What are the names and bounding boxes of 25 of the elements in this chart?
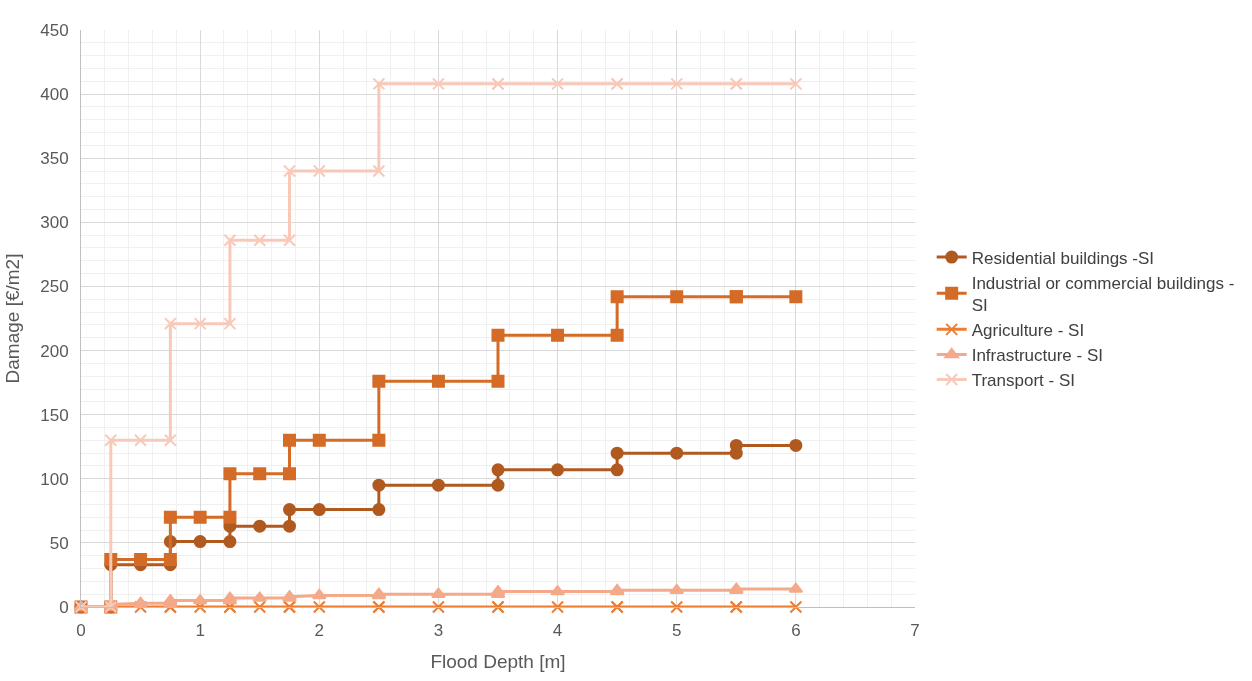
x-tick-label: 5: [671, 621, 682, 641]
y-tick-label: 200: [40, 341, 69, 361]
legend-label: Residential buildings -SI: [971, 248, 1155, 268]
y-tick-label: 250: [40, 277, 69, 297]
x-tick-label: 0: [76, 621, 86, 641]
y-axis-title: Damage [€/m2]: [2, 253, 24, 384]
x-tick-label: 4: [552, 621, 563, 641]
y-tick-label: 350: [40, 149, 69, 169]
x-tick-label: 7: [910, 621, 920, 641]
legend-label: Transport - SI: [971, 371, 1075, 391]
legend-label: Agriculture - SI: [971, 320, 1085, 340]
y-tick-label: 300: [40, 213, 69, 233]
x-tick-label: 1: [195, 621, 205, 641]
legend-label: Industrial or commercial buildings - SI: [971, 273, 1235, 315]
x-tick-label: 3: [433, 621, 444, 641]
y-tick-label: 450: [40, 20, 69, 40]
y-tick-label: 50: [49, 533, 69, 553]
x-tick-label: 6: [791, 621, 801, 641]
legend-label: Infrastructure - SI: [971, 346, 1104, 366]
y-tick-label: 100: [40, 469, 69, 489]
x-tick-label: 2: [314, 621, 325, 641]
y-tick-label: 150: [40, 405, 69, 425]
x-axis-title: Flood Depth [m]: [430, 651, 566, 673]
y-tick-label: 400: [40, 85, 69, 105]
y-tick-label: 0: [59, 597, 69, 617]
